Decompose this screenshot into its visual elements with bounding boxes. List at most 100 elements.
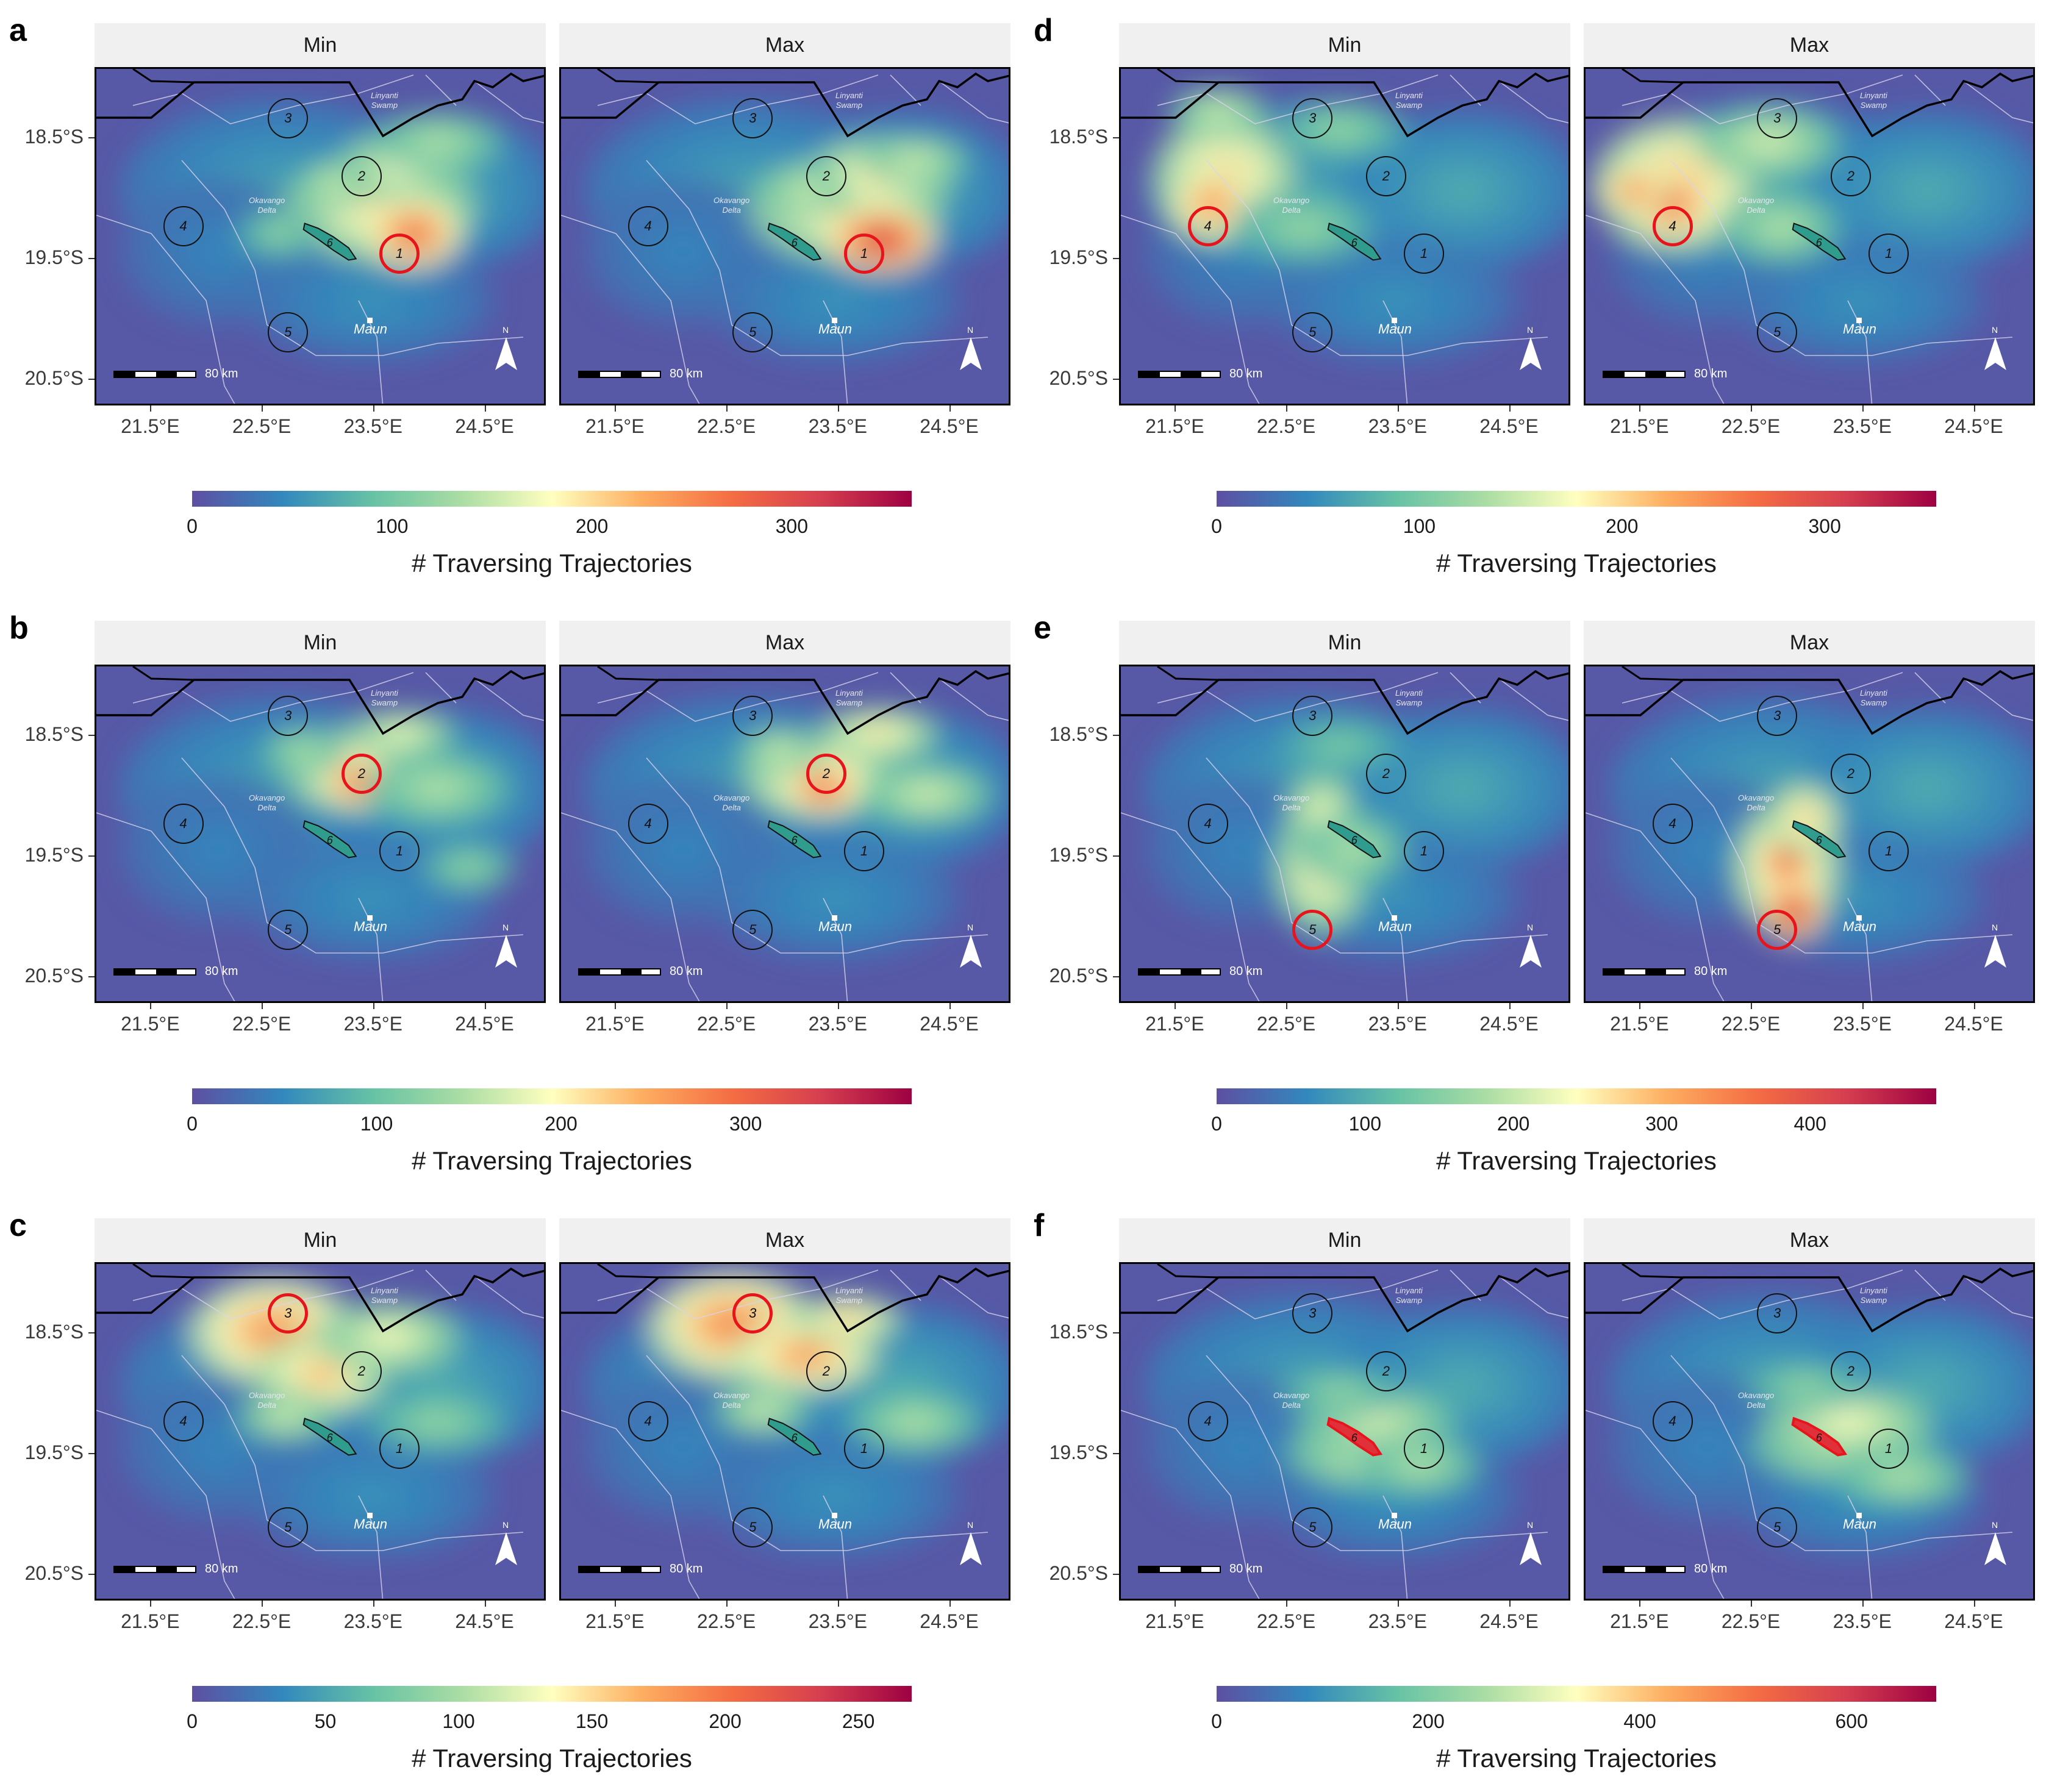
road-line: [474, 678, 544, 721]
density-blob: [456, 862, 481, 874]
site-1-marker: 1: [1868, 831, 1909, 872]
x-tick-mark: [949, 1601, 951, 1607]
colorbar-a: [192, 491, 912, 507]
site-4-marker: 4: [163, 803, 204, 844]
density-blob: [1323, 122, 1357, 138]
site-6-label: 6: [1815, 1432, 1822, 1444]
north-label: N: [967, 1520, 974, 1530]
density-blob: [1432, 171, 1493, 211]
site-6-label: 6: [1351, 237, 1357, 249]
colorbar-tick-label: 300: [1645, 1113, 1678, 1135]
x-tick-mark: [1286, 405, 1288, 412]
heatmap-surface: [561, 666, 1009, 1001]
x-tick-mark: [484, 405, 486, 412]
map-d-max: 1 2 3 4 5 6 Okavango Delta Linyanti Swamp Maun 80…: [1584, 67, 2035, 405]
x-tick-mark: [726, 405, 728, 412]
road-line: [96, 215, 235, 404]
y-tick-label: 18.5°S: [24, 723, 84, 745]
density-blob: [305, 1363, 339, 1385]
north-label: N: [1527, 1520, 1534, 1530]
y-tick-mark: [1113, 258, 1119, 260]
road-line: [1450, 672, 1481, 704]
country-border-north: [132, 1264, 195, 1279]
site-5-marker: 5: [1292, 1507, 1333, 1548]
x-tick-mark: [150, 405, 152, 412]
x-tick-mark: [1509, 1003, 1511, 1009]
density-blob: [901, 154, 929, 166]
colorbar-title: # Traversing Trajectories: [1436, 1146, 1717, 1175]
x-tick-mark: [615, 405, 617, 412]
road-line: [425, 1269, 457, 1301]
x-tick-label: 22.5°E: [696, 1013, 756, 1035]
okavango-delta-label: Okavango Delta: [249, 196, 285, 215]
scale-bar: [578, 1566, 661, 1573]
y-tick-mark: [88, 258, 95, 260]
road-line: [1914, 1269, 1946, 1301]
north-arrow-icon: [960, 337, 982, 370]
y-tick-mark: [88, 855, 95, 857]
density-blob: [1826, 1413, 1869, 1432]
site-6-label: 6: [791, 237, 798, 249]
linyanti-swamp-label: Linyanti Swamp: [1395, 688, 1423, 707]
north-arrow-icon: [1520, 935, 1542, 968]
site-4-marker: 4: [1652, 1401, 1693, 1441]
x-tick-label: 22.5°E: [1256, 1610, 1316, 1632]
site-2-marker: 2: [1365, 156, 1406, 197]
x-tick-label: 23.5°E: [343, 1610, 402, 1632]
site-6-polygon: [302, 1418, 357, 1456]
y-tick-label: 19.5°S: [24, 1441, 84, 1464]
colorbar-title: # Traversing Trajectories: [412, 1146, 692, 1175]
scale-bar: [1603, 1566, 1686, 1573]
road-line: [561, 1410, 700, 1599]
site-6-label: 6: [1815, 237, 1822, 249]
road-line: [597, 74, 879, 124]
site-6-polygon: [1326, 1416, 1383, 1457]
okavango-delta-label: Okavango Delta: [249, 1391, 285, 1410]
road-line: [132, 1269, 414, 1319]
density-blob: [1365, 883, 1426, 913]
maun-marker: [367, 318, 373, 324]
north-label: N: [1992, 923, 1998, 932]
x-tick-mark: [150, 1601, 152, 1607]
linyanti-swamp-label: Linyanti Swamp: [1860, 688, 1887, 707]
colorbar-tick-label: 0: [1211, 515, 1222, 537]
scale-bar-label: 80 km: [670, 965, 703, 978]
colorbar-tick-label: 100: [360, 1113, 393, 1135]
site-2-marker: 2: [341, 754, 382, 794]
y-tick-label: 20.5°S: [1049, 965, 1108, 987]
site-1-marker: 1: [843, 831, 884, 872]
x-tick-label: 21.5°E: [585, 1013, 645, 1035]
colorbar-d: [1217, 491, 1936, 507]
okavango-delta-label: Okavango Delta: [713, 196, 750, 215]
road-line: [561, 215, 700, 404]
heatmap-surface: [1121, 69, 1568, 404]
site-5-marker: 5: [732, 312, 773, 353]
okavango-delta-label: Okavango Delta: [1273, 793, 1310, 812]
map-d-min: 1 2 3 4 5 6 Okavango Delta Linyanti Swamp Maun 80…: [1119, 67, 1570, 405]
maun-label: Maun: [354, 1516, 388, 1532]
heatmap-surface: [96, 1264, 544, 1599]
colorbar-tick-label: 400: [1793, 1113, 1826, 1135]
density-blob: [659, 831, 707, 868]
density-blob: [863, 726, 893, 741]
road-line: [1157, 1269, 1439, 1319]
road-line: [597, 1269, 879, 1319]
maun-label: Maun: [354, 919, 388, 935]
road-line: [1450, 1269, 1481, 1301]
colorbar-tick-label: 100: [1348, 1113, 1381, 1135]
road-line: [890, 1269, 921, 1301]
x-tick-label: 22.5°E: [1256, 1013, 1316, 1035]
x-tick-mark: [484, 1003, 486, 1009]
density-blob: [1829, 883, 1890, 913]
road-line: [425, 74, 457, 106]
scale-bar-label: 80 km: [1229, 367, 1263, 380]
maun-marker: [367, 1513, 373, 1519]
road-line: [1382, 898, 1408, 1001]
site-2-marker: 2: [1830, 754, 1871, 794]
road-line: [1498, 1276, 1568, 1319]
colorbar-b: [192, 1088, 912, 1104]
site-6-polygon: [1792, 820, 1847, 859]
site-4-marker: 4: [1187, 1401, 1228, 1441]
road-line: [939, 1276, 1009, 1319]
road-line: [823, 300, 848, 404]
